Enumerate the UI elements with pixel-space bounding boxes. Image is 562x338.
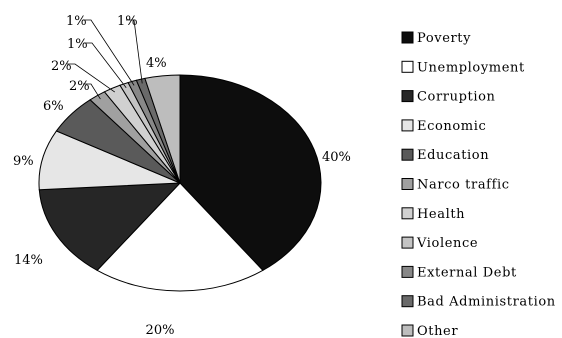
- legend-label-bad-administration: Bad Administration: [417, 295, 556, 310]
- slice-corruption: [38, 182, 182, 271]
- legend-label-unemployment: Unemployment: [417, 60, 525, 75]
- slice-poverty: [179, 74, 322, 271]
- data-label-bad-administration: 1%: [117, 14, 138, 29]
- slice-labels: 40% 20% 14% 9% 6% 2% 2% 1% 1% 1% 4%: [13, 14, 351, 338]
- legend-swatch-violence: [401, 236, 414, 249]
- legend-label-poverty: Poverty: [417, 31, 471, 46]
- legend-label-economic: Economic: [417, 119, 486, 134]
- legend: Poverty Unemployment Corruption Economic Edu…: [401, 31, 556, 338]
- legend-swatch-external-debt: [401, 265, 414, 278]
- legend-label-narco-traffic: Narco traffic: [417, 178, 510, 193]
- leader-lines: [67, 19, 143, 100]
- legend-swatch-economic: [401, 119, 414, 132]
- legend-swatch-unemployment: [401, 60, 414, 73]
- data-label-other: 4%: [146, 56, 167, 71]
- leader-line-violence: [84, 42, 127, 89]
- legend-label-other: Other: [417, 324, 458, 338]
- data-label-narco-traffic: 2%: [69, 79, 90, 94]
- legend-swatch-other: [401, 324, 414, 337]
- legend-swatch-education: [401, 148, 414, 161]
- data-label-unemployment: 20%: [146, 323, 175, 338]
- slice-unemployment: [96, 182, 264, 292]
- pie-slices: [38, 74, 322, 292]
- legend-label-external-debt: External Debt: [417, 265, 517, 280]
- leader-line-health: [67, 63, 116, 93]
- leader-line-external-debt: [83, 19, 135, 86]
- data-label-violence: 1%: [67, 37, 88, 52]
- legend-swatch-corruption: [401, 90, 414, 103]
- leader-line-bad-administration: [126, 19, 143, 84]
- legend-swatch-narco-traffic: [401, 178, 414, 190]
- legend-swatch-bad-administration: [401, 295, 414, 308]
- legend-label-corruption: Corruption: [417, 90, 496, 105]
- leader-line-narco-traffic: [83, 83, 101, 100]
- data-label-poverty: 40%: [322, 150, 351, 165]
- legend-label-violence: Violence: [416, 236, 478, 251]
- legend-label-health: Health: [417, 207, 465, 222]
- slice-economic: [38, 130, 181, 191]
- slice-other: [144, 74, 181, 184]
- legend-swatch-health: [401, 207, 414, 220]
- data-label-health: 2%: [51, 59, 72, 74]
- legend-label-education: Education: [417, 148, 489, 163]
- data-label-corruption: 14%: [14, 253, 43, 268]
- legend-swatch-poverty: [401, 31, 414, 44]
- data-label-external-debt: 1%: [66, 14, 87, 29]
- data-label-education: 6%: [43, 99, 64, 114]
- data-label-economic: 9%: [13, 154, 34, 169]
